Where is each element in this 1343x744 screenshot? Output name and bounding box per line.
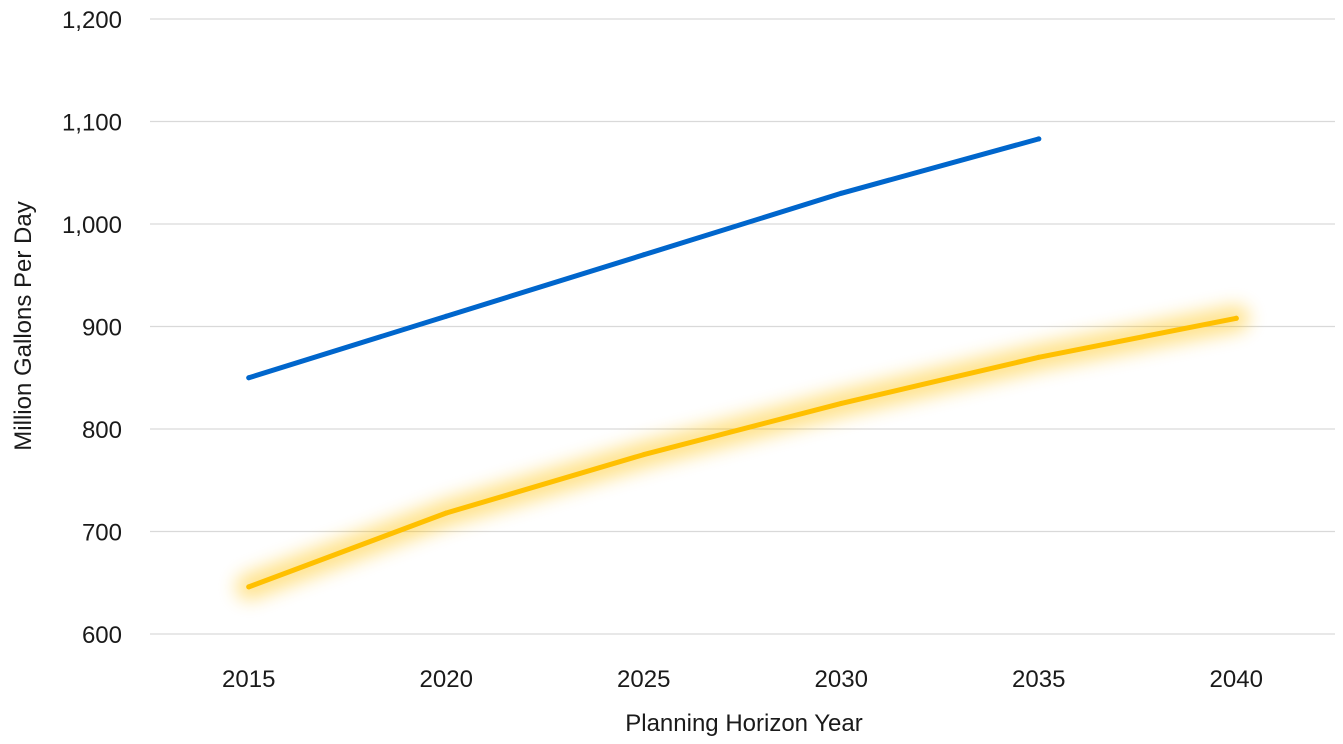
series-2-glow [235, 305, 1250, 600]
y-axis-title: Million Gallons Per Day [10, 201, 37, 450]
series-1-point [443, 313, 449, 319]
x-tick-label: 2025 [617, 666, 670, 693]
y-tick-label: 1,100 [62, 110, 122, 137]
y-tick-label: 600 [82, 622, 122, 649]
x-tick-label: 2030 [815, 666, 868, 693]
x-tick-label: 2040 [1210, 666, 1263, 693]
y-tick-label: 700 [82, 520, 122, 547]
series-2-point [443, 510, 449, 516]
series-1-line [246, 136, 1042, 381]
series-2-point [246, 584, 252, 590]
x-tick-label: 2020 [420, 666, 473, 693]
series-2-point [1233, 315, 1239, 321]
y-tick-label: 1,000 [62, 212, 122, 239]
series-1-point [641, 252, 647, 258]
series-lines [235, 136, 1250, 600]
series-1-point [838, 190, 844, 196]
series-2-point [1036, 354, 1042, 360]
y-tick-label: 1,200 [62, 7, 122, 34]
series-2-point [838, 400, 844, 406]
y-axis-tick-labels: 600 700 800 900 1,000 1,100 1,200 [62, 7, 122, 649]
series-2-line [246, 315, 1239, 590]
y-tick-label: 900 [82, 315, 122, 342]
series-1-point [1036, 136, 1042, 142]
x-axis-tick-labels: 2015 2020 2025 2030 2035 2040 [222, 666, 1263, 693]
series-1-point [246, 375, 252, 381]
series-2-point [641, 452, 647, 458]
x-tick-label: 2015 [222, 666, 275, 693]
y-tick-label: 800 [82, 417, 122, 444]
x-axis-title: Planning Horizon Year [625, 710, 863, 737]
x-tick-label: 2035 [1012, 666, 1065, 693]
